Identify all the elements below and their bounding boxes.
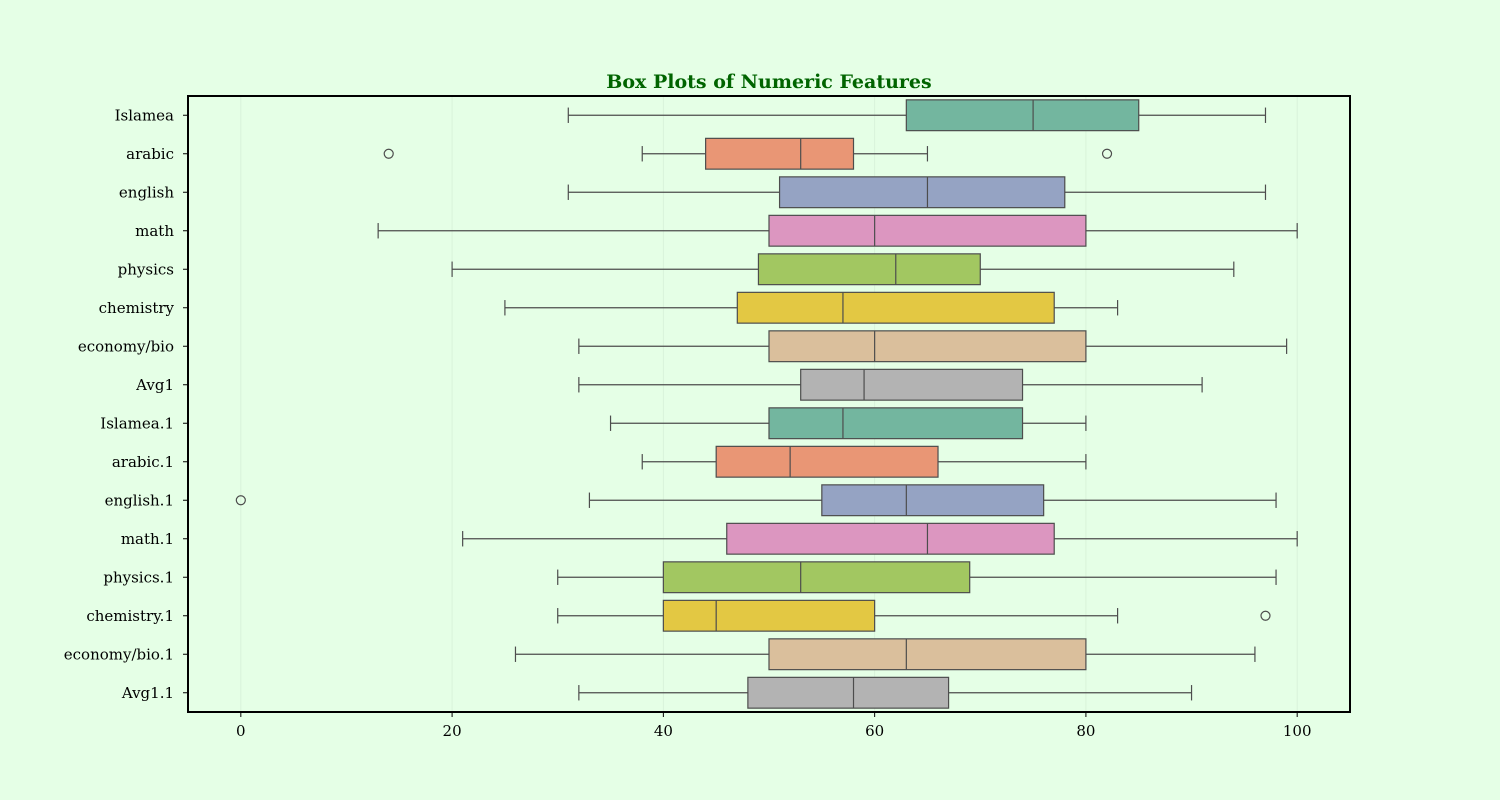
y-tick-label-6: economy/bio xyxy=(78,337,174,355)
y-tick-label-9: arabic.1 xyxy=(112,453,174,471)
outlier-point-13-0 xyxy=(1260,610,1271,621)
box-group-15 xyxy=(578,676,1193,709)
box-iqr-0 xyxy=(905,99,1140,132)
box-group-1 xyxy=(383,137,1113,170)
box-iqr-12 xyxy=(662,561,971,594)
box-iqr-6 xyxy=(768,330,1087,363)
y-tick-label-12: physics.1 xyxy=(103,568,174,586)
box-group-10 xyxy=(235,484,1277,517)
box-iqr-2 xyxy=(778,176,1066,209)
y-tick-label-1: arabic xyxy=(126,145,174,163)
box-group-4 xyxy=(451,253,1235,286)
box-group-7 xyxy=(578,368,1203,401)
box-group-5 xyxy=(504,291,1119,324)
box-iqr-15 xyxy=(747,676,950,709)
box-group-3 xyxy=(377,214,1298,247)
box-iqr-4 xyxy=(757,253,981,286)
box-group-0 xyxy=(567,99,1267,132)
box-iqr-8 xyxy=(768,407,1024,440)
y-tick-label-10: english.1 xyxy=(105,491,174,509)
y-tick-label-5: chemistry xyxy=(99,299,175,317)
outlier-point-1-1 xyxy=(1101,148,1113,159)
box-iqr-10 xyxy=(821,484,1045,517)
box-group-8 xyxy=(609,407,1087,440)
y-tick-label-13: chemistry.1 xyxy=(86,607,174,625)
y-tick-label-8: Islamea.1 xyxy=(100,414,174,432)
outlier-point-1-0 xyxy=(383,148,394,159)
x-tick-label-60: 60 xyxy=(865,722,884,740)
plot-frame xyxy=(187,95,1351,713)
y-tick-label-14: economy/bio.1 xyxy=(64,645,174,663)
box-iqr-7 xyxy=(800,368,1024,401)
x-tick-label-20: 20 xyxy=(443,722,462,740)
box-group-2 xyxy=(567,176,1267,209)
box-iqr-9 xyxy=(715,445,939,478)
outlier-point-10-0 xyxy=(235,495,246,506)
box-group-6 xyxy=(578,330,1288,363)
x-tick-label-80: 80 xyxy=(1076,722,1095,740)
x-tick-label-0: 0 xyxy=(236,722,246,740)
box-iqr-14 xyxy=(768,638,1087,671)
y-tick-labels: Islamea arabic english math physics chemistry… xyxy=(64,106,188,702)
x-tick-label-100: 100 xyxy=(1283,722,1312,740)
box-group-14 xyxy=(514,638,1256,671)
chart-title: Box Plots of Numeric Features xyxy=(606,71,931,93)
box-group-13 xyxy=(557,599,1271,632)
box-iqr-3 xyxy=(768,214,1087,247)
box-iqr-5 xyxy=(736,291,1055,324)
box-group-11 xyxy=(462,522,1298,555)
y-tick-label-4: physics xyxy=(118,260,174,278)
box-iqr-11 xyxy=(726,522,1055,555)
y-tick-label-7: Avg1 xyxy=(135,376,174,394)
y-tick-label-3: math xyxy=(135,222,174,240)
box-iqr-1 xyxy=(705,137,855,170)
x-tick-labels: 0 20 40 60 80 100 xyxy=(236,712,1312,740)
box-layer xyxy=(235,99,1298,709)
y-tick-label-15: Avg1.1 xyxy=(121,684,174,702)
box-iqr-13 xyxy=(662,599,876,632)
x-tick-label-40: 40 xyxy=(654,722,673,740)
y-tick-label-11: math.1 xyxy=(121,530,174,548)
y-tick-label-0: Islamea xyxy=(115,106,174,124)
y-tick-label-2: english xyxy=(119,183,174,201)
box-group-9 xyxy=(641,445,1087,478)
box-group-12 xyxy=(557,561,1277,594)
